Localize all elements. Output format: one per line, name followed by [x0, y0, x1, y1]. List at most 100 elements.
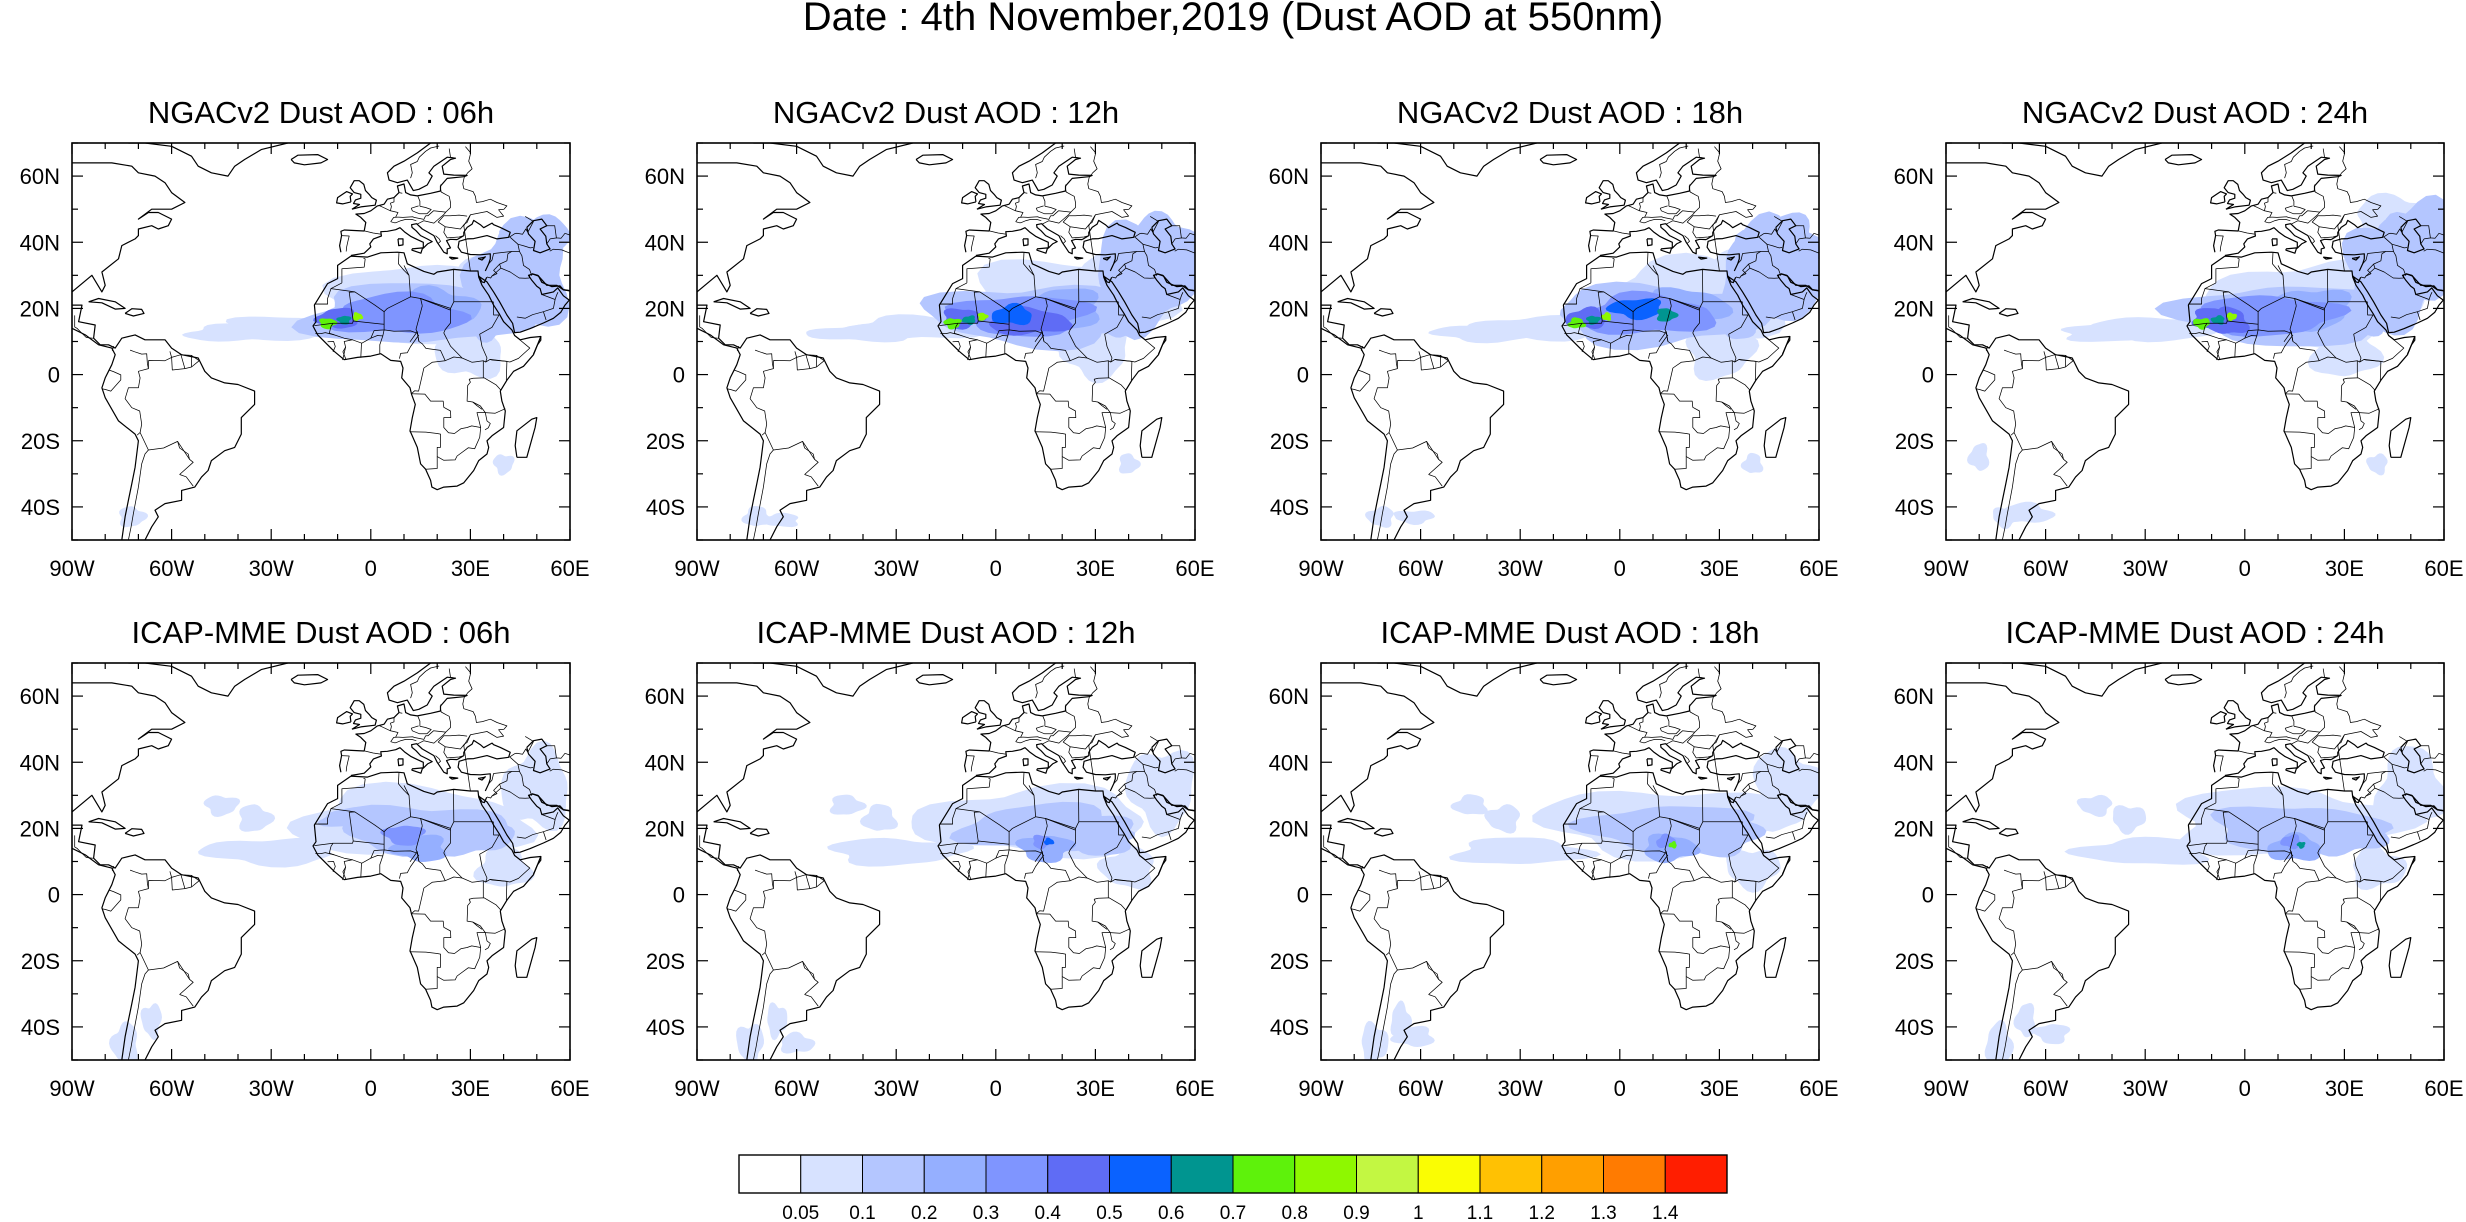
border-line: [2311, 734, 2342, 748]
border-line: [410, 205, 432, 215]
coastline: [1705, 739, 1760, 792]
lat-tick-label: 60N: [1269, 684, 1309, 709]
border-line: [2053, 474, 2068, 487]
colorbar-swatch: [1294, 1154, 1357, 1194]
coastline: [128, 143, 288, 177]
border-line: [409, 367, 482, 461]
border-line: [1639, 717, 1644, 731]
border-line: [390, 216, 399, 222]
border-line: [2002, 449, 2023, 540]
coastline: [397, 238, 404, 247]
border-line: [1050, 976, 1063, 990]
border-line: [443, 746, 464, 759]
coastline: [1962, 297, 2000, 310]
border-line: [1818, 810, 1819, 812]
coastline: [448, 776, 459, 780]
border-line: [425, 976, 438, 990]
coastline: [72, 162, 186, 293]
border-line: [2003, 869, 2023, 889]
border-line: [1647, 192, 1652, 194]
border-line: [1024, 334, 1045, 359]
border-line: [399, 334, 420, 359]
dust-contour: [781, 1031, 816, 1054]
coastlines: [72, 663, 570, 1060]
coastline: [124, 828, 145, 837]
lat-tick-label: 20N: [645, 816, 685, 841]
map-axes: 90W 60W 30W 0 30E 60E 40S 20S 0 20N 40N 60N: [1894, 662, 2464, 1101]
coastline: [514, 937, 538, 978]
border-line: [390, 736, 399, 742]
border-line: [1659, 205, 1681, 215]
dust-contour: [1567, 317, 1587, 329]
border-line: [397, 735, 426, 740]
border-line: [2294, 298, 2325, 311]
dust-contour: [2076, 794, 2113, 817]
border-line: [1101, 932, 1116, 951]
border-line: [1985, 865, 1989, 871]
border-line: [499, 783, 531, 799]
dust-contour: [991, 302, 1032, 326]
dust-contour: [1131, 210, 1195, 271]
border-line: [2309, 755, 2315, 764]
border-line: [1795, 237, 1806, 245]
border-line: [491, 267, 502, 277]
border-line: [2428, 812, 2433, 820]
lat-tick-label: 20N: [1269, 296, 1309, 321]
border-line: [1639, 197, 1644, 211]
border-line: [2366, 301, 2373, 316]
coastline: [477, 256, 486, 261]
border-line: [435, 235, 441, 244]
border-line: [1060, 755, 1066, 764]
border-line: [2319, 214, 2345, 230]
coastline: [1646, 758, 1653, 767]
border-line: [2366, 821, 2373, 836]
border-line: [805, 354, 811, 369]
border-line: [1577, 305, 1672, 344]
border-line: [1666, 704, 1700, 745]
border-line: [940, 332, 960, 336]
border-line: [2284, 725, 2306, 735]
border-line: [1639, 736, 1648, 742]
border-line: [1385, 432, 1390, 436]
coastline: [2351, 795, 2362, 804]
border-line: [1350, 369, 1371, 392]
border-line: [101, 889, 122, 912]
lat-tick-label: 0: [1922, 883, 1934, 908]
border-line: [1694, 214, 1720, 230]
lon-tick-label: 60E: [1799, 1076, 1838, 1101]
coastline: [1036, 767, 1049, 774]
border-line: [736, 345, 740, 351]
border-line: [420, 818, 451, 831]
dust-contour: [2032, 1024, 2071, 1045]
lon-tick-label: 60E: [550, 1076, 589, 1101]
border-line: [1171, 237, 1182, 245]
border-line: [2045, 357, 2074, 371]
coastline: [1156, 273, 1195, 292]
border-line: [2051, 961, 2064, 980]
panels-layer: NGACv2 Dust AOD : 06h 90W 60W 30W 0 30E 60E 40S…: [20, 95, 2464, 1101]
country-borders: [1323, 665, 1819, 1060]
dust-contour: [736, 1024, 764, 1060]
border-line: [370, 844, 385, 859]
dust-contour: [2337, 293, 2385, 337]
map-area: 90W 60W 30W 0 30E 60E 40S 20S 0 20N 40N 60N: [1269, 142, 1839, 581]
border-line: [1692, 746, 1713, 759]
border-line: [417, 704, 451, 745]
border-line: [360, 343, 362, 358]
border-line: [1658, 851, 1669, 863]
border-line: [1116, 787, 1127, 797]
lat-tick-label: 40N: [645, 230, 685, 255]
coastline: [2322, 776, 2333, 780]
border-line: [2299, 976, 2312, 990]
map-panel-ngacv2-06h: NGACv2 Dust AOD : 06h 90W 60W 30W 0 30E 60E 40S…: [20, 95, 590, 581]
lon-tick-label: 60E: [2424, 556, 2463, 581]
colorbar-label: 0.7: [1220, 1203, 1246, 1222]
border-line: [699, 835, 718, 859]
border-line: [1798, 768, 1819, 774]
border-line: [1602, 311, 1634, 325]
dust-contour: [1740, 452, 1764, 473]
colorbar-swatch: [1664, 1154, 1728, 1194]
coastline: [1157, 336, 1167, 355]
border-line: [342, 346, 347, 361]
coastline: [336, 190, 354, 205]
